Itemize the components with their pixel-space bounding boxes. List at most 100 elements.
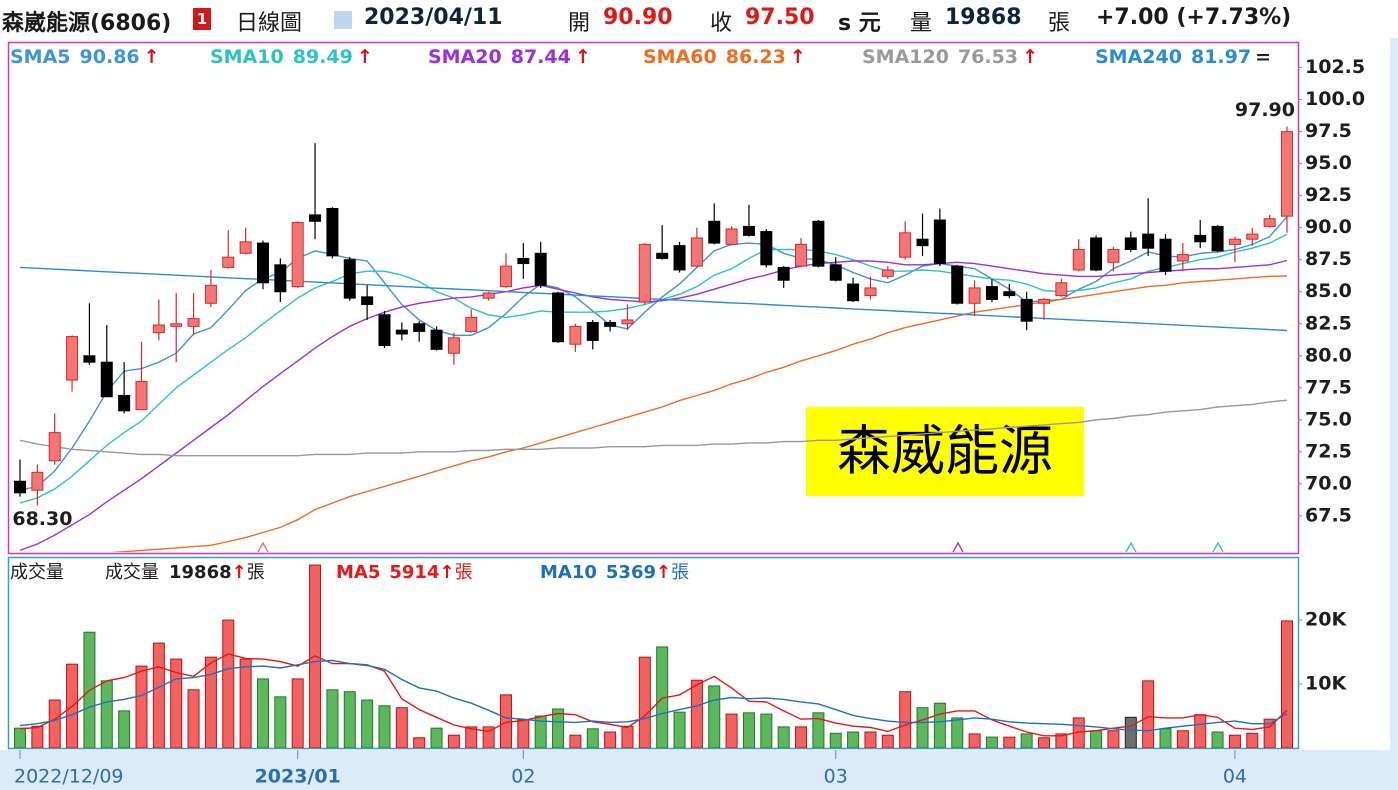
volume-bar — [152, 642, 165, 748]
candle-body — [1281, 131, 1293, 217]
candle-body — [795, 243, 808, 267]
legend-trend: ↑ — [656, 562, 671, 583]
volume-bar — [708, 685, 721, 748]
candle-body — [517, 257, 530, 265]
candle-body — [204, 284, 217, 304]
candle-body — [1090, 237, 1103, 271]
volume-bar — [274, 696, 287, 748]
candle-body — [343, 259, 356, 299]
volume-bar — [586, 728, 599, 748]
legend-value: 90.86 — [80, 46, 140, 68]
candles — [14, 126, 1293, 506]
x-tick-label: 03 — [824, 766, 848, 788]
legend-unit: 張 — [247, 562, 265, 583]
candle-body — [725, 228, 738, 245]
volume-bar — [725, 713, 738, 748]
volume-bar — [517, 719, 530, 748]
candle-body — [1003, 291, 1016, 297]
volume-bar — [673, 711, 686, 748]
x-tick-label: 2023/01 — [255, 766, 341, 788]
legend-trend: ↑ — [790, 46, 806, 68]
candle-body — [465, 316, 478, 332]
right-strip — [1390, 38, 1398, 750]
legend-value: 86.23 — [726, 46, 786, 68]
candle-body — [742, 225, 755, 236]
volume-bar — [1055, 733, 1068, 748]
volume-bar — [604, 731, 617, 748]
volume-bar — [465, 726, 478, 748]
volume-bar — [100, 680, 113, 748]
candle-body — [256, 242, 269, 284]
volume-bar — [812, 712, 825, 748]
watermark: 森威能源 — [837, 420, 1053, 483]
legend-entry: MA5 5914↑張 — [336, 562, 473, 583]
candle-body — [430, 329, 443, 350]
volume-unit: 張 — [1048, 11, 1071, 36]
volume-label: 量 — [910, 11, 933, 36]
legend-name: MA10 — [540, 562, 597, 583]
candle-body — [1020, 298, 1033, 322]
candle-body — [847, 283, 860, 302]
candle-body — [1107, 248, 1120, 263]
legend-trend: ↑ — [232, 562, 247, 583]
volume-bar — [760, 713, 773, 748]
candle-body — [1176, 254, 1189, 262]
volume-bar — [291, 678, 304, 748]
candle-body — [1246, 233, 1259, 240]
legend-value: 19868 — [169, 562, 232, 583]
volume-bar — [795, 726, 808, 748]
volume-bar — [864, 731, 877, 748]
y-tick-label: 72.5 — [1305, 440, 1352, 462]
volume-bar — [1263, 718, 1276, 748]
y-tick-label: 87.5 — [1305, 248, 1352, 270]
volume-bar — [1038, 737, 1051, 748]
volume-bar — [1281, 620, 1293, 748]
legend-entry: SMA240 81.97 = — [1095, 46, 1271, 68]
candle-body — [187, 318, 200, 327]
close-value: 97.50 — [745, 5, 815, 30]
legend-name: SMA60 — [643, 46, 717, 68]
candle-body — [118, 394, 131, 412]
volume-bar — [1124, 716, 1137, 748]
legend-trend: ↑ — [575, 46, 591, 68]
volume-bar — [413, 737, 426, 748]
candle-body — [326, 207, 339, 257]
legend-trend: = — [1255, 46, 1271, 68]
volume-bar — [482, 726, 495, 748]
volume-bar — [638, 656, 651, 748]
volume-bar — [1003, 736, 1016, 748]
candle-body — [552, 292, 565, 343]
candle-body — [66, 336, 79, 381]
volume-bar — [1228, 734, 1241, 748]
volume-value: 19868 — [945, 5, 1022, 30]
change: +7.00 (+7.73%) — [1096, 5, 1292, 30]
y-tick-label: 97.5 — [1305, 120, 1352, 142]
volume-bar — [933, 702, 946, 748]
volume-bar — [1159, 728, 1172, 748]
legend-trend: ↑ — [439, 562, 454, 583]
candle-body — [604, 321, 617, 327]
ma-line — [19, 399, 1288, 457]
legend-name: SMA240 — [1095, 46, 1182, 68]
volume-bar — [899, 691, 912, 748]
candle-body — [1263, 218, 1276, 227]
candle-body — [447, 337, 460, 354]
price-lines — [19, 216, 1288, 552]
unit: s 元 — [838, 11, 881, 36]
candle-body — [656, 252, 669, 259]
ma-line — [19, 266, 1288, 332]
dropdown-icon[interactable] — [334, 11, 352, 29]
badge[interactable]: 1 — [193, 8, 211, 30]
signal — [952, 541, 964, 553]
volume-bar — [135, 665, 148, 748]
candle-body — [1055, 282, 1068, 297]
volume-bar — [256, 678, 269, 748]
candle-body — [170, 323, 183, 327]
candle-body — [413, 323, 426, 332]
volume-lines — [19, 653, 1288, 737]
period[interactable]: 日線圖 — [236, 11, 303, 36]
volume-bar — [1211, 731, 1224, 748]
volume-bar — [1176, 730, 1189, 748]
candle-body — [14, 480, 26, 494]
